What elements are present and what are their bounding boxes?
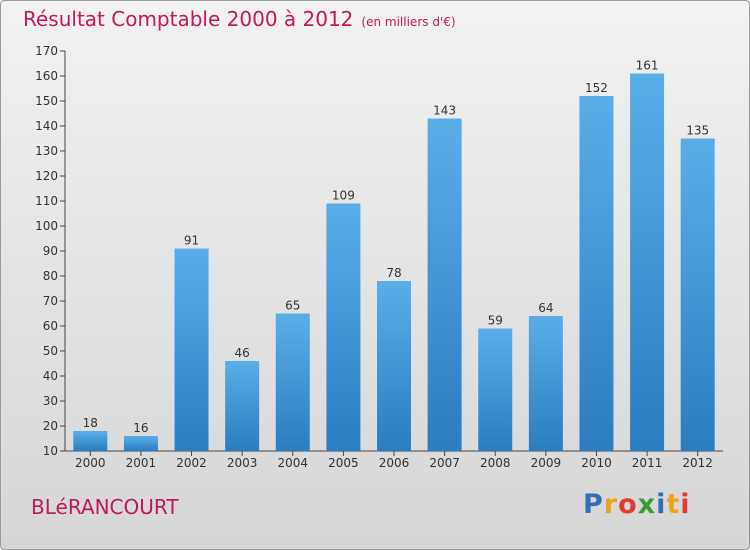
- x-tick-label-2003: 2003: [227, 456, 258, 470]
- proxiti-logo: Proxiti: [583, 489, 691, 520]
- logo-letter: t: [666, 489, 681, 520]
- x-tick-label-2009: 2009: [531, 456, 562, 470]
- bar-2002: [174, 248, 209, 451]
- x-tick-label-2001: 2001: [126, 456, 157, 470]
- logo-letter: i: [656, 489, 667, 520]
- data-label-2007: 143: [433, 104, 456, 118]
- y-tick-label: 80: [43, 269, 58, 283]
- bar-2009: [528, 316, 563, 451]
- bar-2000: [73, 431, 108, 451]
- bar-2006: [377, 281, 411, 451]
- data-label-2012: 135: [686, 124, 709, 138]
- data-label-2002: 91: [184, 234, 199, 248]
- y-tick-label: 170: [35, 44, 58, 58]
- logo-letter: o: [618, 489, 638, 520]
- x-tick-label-2005: 2005: [328, 456, 359, 470]
- y-tick-label: 50: [43, 344, 58, 358]
- y-tick-label: 40: [43, 369, 58, 383]
- y-tick-label: 130: [35, 144, 58, 158]
- y-tick-label: 150: [35, 94, 58, 108]
- bar-2008: [478, 328, 513, 451]
- bar-2012: [680, 138, 715, 451]
- y-tick-label: 20: [43, 419, 58, 433]
- bar-2010: [579, 96, 614, 451]
- y-tick-label: 160: [35, 69, 58, 83]
- y-tick-label: 110: [35, 194, 58, 208]
- bar-2005: [326, 203, 361, 451]
- x-tick-label-2000: 2000: [75, 456, 106, 470]
- chart-title: Résultat Comptable 2000 à 2012 (en millie…: [23, 7, 456, 31]
- y-tick-label: 60: [43, 319, 58, 333]
- y-tick-label: 30: [43, 394, 58, 408]
- data-label-2011: 161: [636, 59, 659, 73]
- data-label-2004: 65: [285, 299, 300, 313]
- data-label-2008: 59: [488, 314, 503, 328]
- logo-letter: r: [603, 489, 619, 520]
- data-label-2003: 46: [235, 346, 250, 360]
- bar-2003: [225, 361, 260, 451]
- x-tick-label-2002: 2002: [176, 456, 207, 470]
- data-label-2009: 64: [538, 301, 553, 315]
- bar-2004: [275, 313, 310, 451]
- x-tick-label-2008: 2008: [480, 456, 511, 470]
- logo-letter: P: [583, 489, 604, 520]
- data-label-2006: 78: [386, 266, 401, 280]
- x-tick-label-2012: 2012: [682, 456, 713, 470]
- data-label-2005: 109: [332, 189, 355, 203]
- x-tick-label-2006: 2006: [379, 456, 410, 470]
- y-tick-label: 120: [35, 169, 58, 183]
- subtitle-text: (en milliers d'€): [361, 15, 456, 29]
- data-label-2001: 16: [133, 421, 148, 435]
- bar-2011: [630, 73, 665, 451]
- y-tick-label: 100: [35, 219, 58, 233]
- x-tick-label-2011: 2011: [632, 456, 663, 470]
- bar-2007: [427, 118, 462, 451]
- y-tick-label: 10: [43, 444, 58, 458]
- y-tick-label: 140: [35, 119, 58, 133]
- commune-name: BLéRANCOURT: [31, 495, 179, 519]
- data-label-2000: 18: [83, 416, 98, 430]
- y-tick-label: 90: [43, 244, 58, 258]
- x-tick-label-2010: 2010: [581, 456, 612, 470]
- x-tick-label-2007: 2007: [429, 456, 460, 470]
- bar-2001: [123, 436, 158, 451]
- data-label-2010: 152: [585, 81, 608, 95]
- x-tick-label-2004: 2004: [277, 456, 308, 470]
- title-text: Résultat Comptable 2000 à 2012: [23, 7, 354, 31]
- logo-letter: x: [637, 489, 657, 520]
- logo-letter: i: [680, 489, 691, 520]
- y-tick-label: 70: [43, 294, 58, 308]
